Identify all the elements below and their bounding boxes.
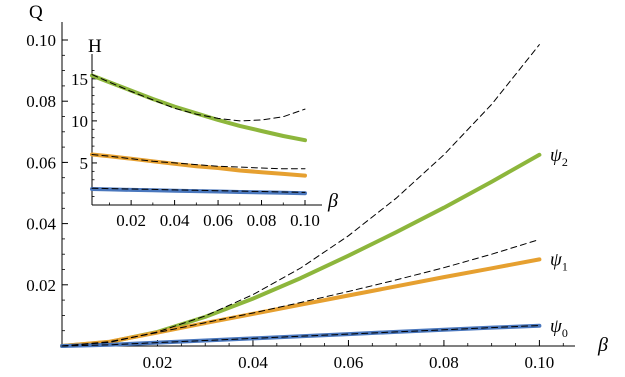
main-series-dashed-line [61, 325, 540, 347]
main-x-tick-label: 0.02 [143, 353, 173, 372]
series-label-ψ1: ψ1 [550, 249, 568, 273]
series-label-base: ψ [550, 145, 563, 166]
main-x-tick-label: 0.10 [525, 353, 555, 372]
inset-y-tick-label: 15 [71, 70, 88, 89]
main-series-dashed-line [61, 239, 540, 347]
inset-series-line [90, 187, 307, 196]
inset-series-dashed-line [91, 154, 306, 170]
inset-y-tick-label: 10 [71, 112, 88, 131]
main-y-tick-label: 0.06 [26, 153, 56, 172]
inset-x-axis-label: β [327, 190, 338, 212]
main-y-tick-label: 0.04 [26, 215, 56, 234]
series-label-subscript: 2 [562, 155, 568, 169]
main-y-tick-label: 0.02 [26, 276, 56, 295]
main-x-tick-label: 0.04 [238, 353, 268, 372]
inset-y-tick-label: 5 [80, 154, 89, 173]
inset-x-tick-label: 0.06 [203, 211, 233, 230]
series-label-ψ2: ψ2 [550, 145, 568, 169]
inset-x-tick-label: 0.08 [247, 211, 277, 230]
main-y-tick-label: 0.08 [26, 92, 56, 111]
series-label-subscript: 1 [562, 259, 568, 273]
main-y-axis-label: Q [29, 2, 43, 23]
inset-x-tick-label: 0.02 [116, 211, 146, 230]
series-label-subscript: 0 [562, 326, 568, 340]
main-series [60, 44, 542, 348]
inset-series-dashed-line [91, 187, 306, 193]
inset-series [90, 73, 307, 196]
main-series-line [60, 152, 542, 348]
series-label-base: ψ [550, 249, 563, 270]
main-y-tick-label: 0.10 [26, 31, 56, 50]
main-chart: 0.02 0.04 0.06 0.08 0.10 0.02 0.04 0.06 0.08 0.10… [26, 2, 608, 372]
series-label-ψ0: ψ0 [550, 316, 568, 340]
main-x-tick-label: 0.06 [334, 353, 364, 372]
inset-y-axis-label: H [88, 36, 102, 57]
inset-x-tick-label: 0.10 [290, 211, 320, 230]
series-label-base: ψ [550, 316, 563, 337]
inset-series-line [90, 73, 307, 143]
inset-series-dashed-line [91, 74, 306, 122]
inset-x-tick-label: 0.04 [160, 211, 190, 230]
main-x-tick-label: 0.08 [429, 353, 459, 372]
main-x-axis-label: β [597, 334, 608, 356]
main-axes: 0.02 0.04 0.06 0.08 0.10 0.02 0.04 0.06 0.08 0.10… [26, 2, 608, 372]
